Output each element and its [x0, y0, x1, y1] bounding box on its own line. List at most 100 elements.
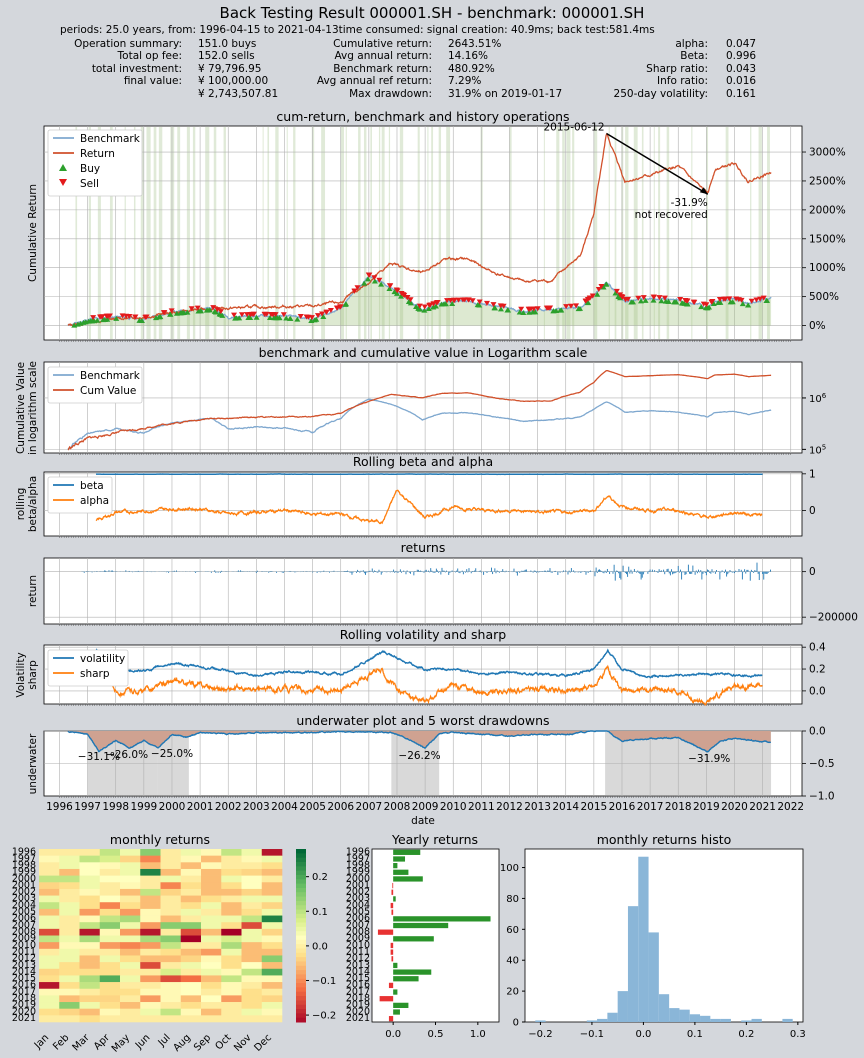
- x-tick-label: 2009: [412, 801, 439, 813]
- yearly-row-label: 2003: [346, 893, 370, 904]
- heatmap-cell: [140, 868, 161, 876]
- colorbar-segment: [296, 996, 306, 1001]
- x-tick-label: 2001: [187, 801, 214, 813]
- sell-marker: [105, 313, 112, 319]
- heatmap-cell: [221, 875, 242, 883]
- sell-marker: [314, 313, 321, 319]
- heatmap-cell: [140, 942, 161, 950]
- holding-band: [170, 127, 175, 339]
- heatmap-cell: [59, 975, 80, 983]
- histo-xtick-label: 0.1: [687, 1029, 703, 1040]
- histo-bar: [535, 1020, 546, 1022]
- heatmap-cell: [79, 882, 101, 890]
- heatmap-cell: [241, 935, 263, 943]
- histo-bar: [720, 1018, 731, 1022]
- heatmap-cell: [180, 868, 202, 876]
- colorbar-tick-label: 0.0: [312, 941, 328, 952]
- legend-swatch: [59, 179, 67, 186]
- x-tick-label: 2022: [777, 801, 804, 813]
- heatmap-cell: [241, 975, 263, 983]
- heatmap-cell: [79, 875, 101, 883]
- heatmap-cell: [39, 982, 60, 990]
- sell-marker: [427, 302, 434, 308]
- histo-bar: [782, 1018, 793, 1022]
- yearly-xtick-label: 0.0: [385, 1029, 401, 1040]
- yearly-row-label: 2018: [346, 993, 370, 1004]
- heatmap-cell: [201, 895, 222, 903]
- sell-marker: [404, 294, 411, 300]
- heatmap-col-label: Aug: [171, 1032, 193, 1054]
- heatmap-cell: [160, 862, 182, 870]
- colorbar-segment: [296, 974, 306, 980]
- panel3-ylabel-1: rolling: [15, 488, 27, 521]
- heatmap-cell: [79, 888, 101, 896]
- heatmap-cell: [160, 1015, 182, 1023]
- sell-marker: [268, 312, 275, 318]
- buy-marker: [378, 281, 385, 287]
- heatmap-cell: [241, 942, 263, 950]
- sell-marker: [303, 314, 310, 320]
- sell-marker: [280, 312, 287, 318]
- heatmap-cell: [160, 1002, 182, 1009]
- sell-marker: [619, 294, 626, 300]
- heatmap-cell: [221, 988, 242, 996]
- sell-marker: [589, 293, 596, 299]
- legend-label: Buy: [80, 163, 100, 175]
- drawdown-annotation: -31.9%: [671, 197, 708, 209]
- period-line: periods: 25.0 years, from: 1996-04-15 to…: [60, 24, 655, 36]
- heatmap-cell: [180, 1015, 202, 1023]
- buy-marker: [364, 276, 371, 282]
- sell-marker: [490, 302, 497, 308]
- holding-band: [431, 127, 434, 339]
- sell-marker: [351, 288, 358, 294]
- heatmap-cell: [180, 908, 202, 916]
- legend-box: [47, 129, 143, 197]
- heatmap-cell: [79, 862, 101, 870]
- legend-label: volatility: [80, 653, 125, 665]
- buy-marker: [442, 301, 449, 307]
- heatmap-cell: [241, 875, 263, 883]
- heatmap-cell: [39, 849, 60, 856]
- heatmap-cell: [99, 995, 121, 1003]
- heatmap-cell: [201, 855, 222, 863]
- x-tick-label: 2015: [580, 801, 607, 813]
- heatmap-cell: [201, 902, 222, 910]
- heatmap-cell: [120, 882, 141, 890]
- x-tick-label: 2006: [327, 801, 354, 813]
- colorbar-segment: [296, 857, 306, 863]
- holding-band: [286, 127, 288, 339]
- x-tick-label: 2013: [524, 801, 551, 813]
- heatmap-cell: [241, 895, 263, 903]
- heatmap-cell: [140, 988, 161, 996]
- heatmap-row-label: 2008: [12, 927, 36, 938]
- buy-marker: [710, 300, 717, 306]
- yearly-row-label: 1996: [346, 847, 370, 858]
- sell-marker: [476, 299, 483, 305]
- heatmap-cell: [261, 955, 283, 963]
- colorbar-segment: [296, 944, 306, 949]
- heatmap-cell: [221, 942, 242, 950]
- heatmap-cell: [120, 942, 141, 950]
- heatmap-cell: [99, 955, 121, 963]
- heatmap-cell: [140, 948, 161, 956]
- histo-bar: [679, 1009, 690, 1022]
- histo-bar: [710, 1018, 721, 1022]
- histo-xtick-label: −0.1: [580, 1029, 604, 1040]
- heatmap-cell: [160, 988, 182, 996]
- yearly-bar: [393, 849, 421, 855]
- sell-marker: [613, 288, 620, 294]
- buy-marker: [397, 293, 404, 299]
- heatmap-cell: [39, 988, 60, 996]
- heatmap-cell: [221, 862, 242, 870]
- heatmap-cell: [140, 902, 161, 910]
- legend-box: [47, 649, 129, 687]
- heatmap-row-label: 2012: [12, 953, 36, 964]
- heatmap-cell: [201, 988, 222, 996]
- heatmap-cell: [180, 962, 202, 970]
- heatmap-row-label: 2010: [12, 940, 36, 951]
- heatmap-cell: [180, 968, 202, 976]
- heatmap-cell: [241, 902, 263, 910]
- heatmap-cell: [79, 868, 101, 876]
- heatmap-cell: [140, 908, 161, 916]
- heatmap-cell: [241, 988, 263, 996]
